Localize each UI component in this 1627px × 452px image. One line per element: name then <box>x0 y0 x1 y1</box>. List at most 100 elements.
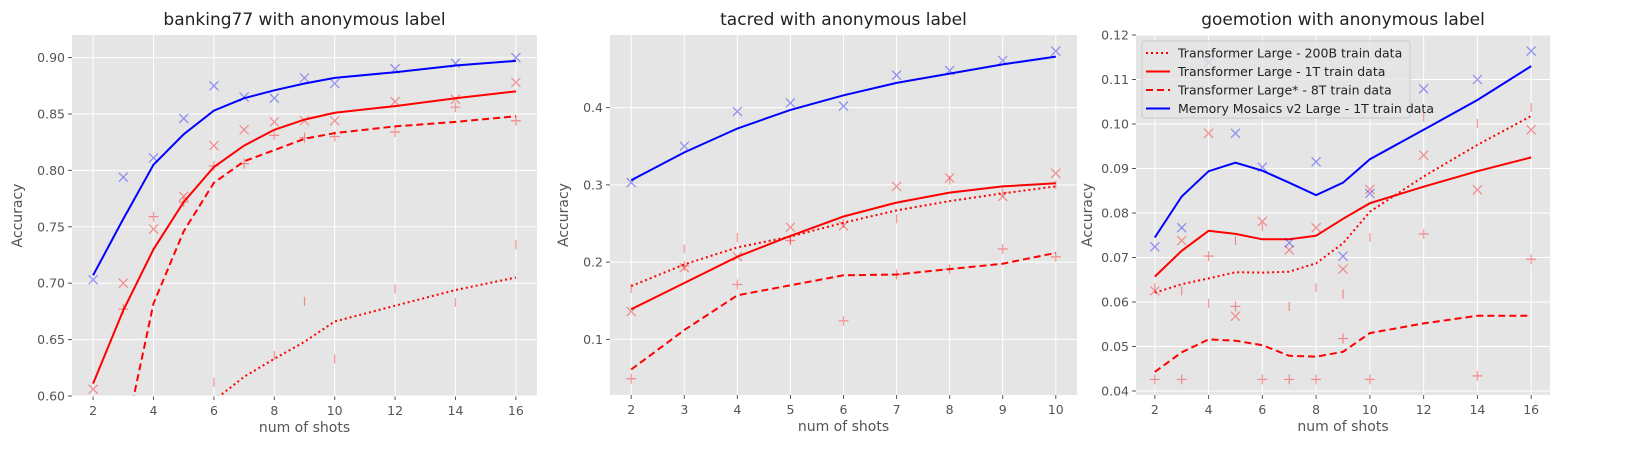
data-point-plus-marker <box>785 235 796 246</box>
data-point-x-marker <box>178 113 189 124</box>
y-tick-label: 0.07 <box>1101 250 1129 265</box>
series-2 <box>626 235 1061 384</box>
y-tick-label: 0.65 <box>37 332 65 347</box>
x-tick-label: 8 <box>1312 402 1320 417</box>
x-tick-label: 2 <box>1151 402 1159 417</box>
plot-content <box>88 52 521 396</box>
data-point-x-marker <box>450 94 461 105</box>
data-point-x-marker <box>944 172 955 183</box>
chart-3: 2 4 6 8 10 12 14 16 0.04 0.05 0.06 0.07 0.08 0.09 0.10… <box>1080 10 1550 435</box>
data-point-x-marker <box>118 278 129 289</box>
y-axis-label: Accuracy <box>10 184 26 248</box>
data-point-x-marker <box>1472 74 1483 85</box>
series-3 <box>1149 46 1537 262</box>
data-point-x-marker <box>510 77 521 88</box>
x-tick-label: 4 <box>1205 402 1213 417</box>
series-0 <box>630 175 1057 293</box>
x-tick-label: 3 <box>680 402 688 417</box>
x-tick-label: 2 <box>627 402 635 417</box>
data-point-plus-marker <box>269 130 280 141</box>
data-point-x-marker <box>1364 188 1375 199</box>
data-point-plus-marker <box>510 115 521 126</box>
data-point-x-marker <box>891 181 902 192</box>
y-tick-label: 0.05 <box>1101 339 1129 354</box>
data-point-x-marker <box>785 98 796 108</box>
data-point-x-marker <box>1257 216 1268 227</box>
data-point-plus-marker <box>1176 374 1187 385</box>
y-tick-label: 0.06 <box>1101 294 1129 309</box>
data-point-x-marker <box>88 384 99 395</box>
series-line <box>92 90 517 384</box>
series-3 <box>88 52 521 285</box>
data-point-plus-marker <box>1230 301 1241 312</box>
data-point-x-marker <box>1338 251 1348 262</box>
x-tick-label: 10 <box>327 403 343 418</box>
y-tick-label: 0.10 <box>1101 116 1129 131</box>
data-point-x-marker <box>1311 222 1322 233</box>
y-tick-label: 0.09 <box>1101 161 1129 176</box>
y-tick-label: 0.90 <box>37 50 65 65</box>
series-2 <box>118 102 521 396</box>
data-point-x-marker <box>269 93 280 104</box>
data-point-x-marker <box>1526 124 1537 135</box>
data-point-x-marker <box>997 191 1008 202</box>
series-3 <box>626 46 1061 188</box>
x-axis-label: num of shots <box>1297 419 1388 435</box>
data-point-x-marker <box>1230 128 1241 139</box>
x-tick-label: 16 <box>1523 402 1539 417</box>
data-point-plus-marker <box>1364 374 1375 385</box>
y-tick-label: 0.08 <box>1101 205 1129 220</box>
y-tick-label: 0.4 <box>583 100 603 115</box>
series-line <box>1153 65 1532 239</box>
data-point-plus-marker <box>390 127 401 138</box>
series-0 <box>213 240 517 396</box>
x-tick-label: 14 <box>1469 402 1485 417</box>
data-point-plus-marker <box>1418 228 1429 239</box>
data-point-plus-marker <box>148 211 159 222</box>
series-0 <box>1154 103 1532 311</box>
series-line <box>92 59 516 276</box>
y-axis-label: Accuracy <box>1080 183 1096 247</box>
series-line <box>1154 314 1532 373</box>
data-point-plus-marker <box>178 196 189 207</box>
data-point-plus-marker <box>626 373 637 384</box>
data-point-plus-marker <box>1338 333 1348 344</box>
x-tick-label: 6 <box>840 402 848 417</box>
legend-box <box>1141 40 1411 119</box>
chart-2: 2 3 4 5 6 7 8 9 10 0.1 0.2 0.3 0.4 tacred with anonym… <box>556 10 1077 435</box>
x-tick-label: 8 <box>270 403 278 418</box>
data-point-x-marker <box>1418 150 1429 161</box>
data-point-x-marker <box>208 140 219 151</box>
chart-1: 2 4 6 8 10 12 14 16 0.60 0.65 0.70 0.75 0.80 0.85 0.90… <box>10 10 537 436</box>
data-point-plus-marker <box>118 304 129 315</box>
chart-title: goemotion with anonymous label <box>1201 10 1485 30</box>
series-line <box>630 251 1056 371</box>
chart-title: tacred with anonymous label <box>720 10 967 30</box>
data-point-x-marker <box>1284 245 1295 255</box>
x-tick-label: 14 <box>448 403 464 418</box>
data-point-x-marker <box>329 115 340 126</box>
y-tick-label: 0.3 <box>583 177 603 192</box>
data-point-x-marker <box>1176 222 1187 233</box>
x-tick-label: 6 <box>1258 402 1266 417</box>
data-point-plus-marker <box>838 315 849 326</box>
x-axis-label: num of shots <box>798 419 889 435</box>
data-point-x-marker <box>118 172 129 183</box>
data-point-x-marker <box>1176 235 1187 246</box>
data-point-plus-marker <box>1526 254 1537 265</box>
data-point-plus-marker <box>1472 370 1483 381</box>
x-tick-label: 12 <box>1416 402 1432 417</box>
y-tick-label: 0.11 <box>1101 72 1129 87</box>
y-axis-label: Accuracy <box>556 183 572 247</box>
data-point-x-marker <box>838 101 849 111</box>
data-point-plus-marker <box>679 260 690 271</box>
x-tick-label: 16 <box>508 403 524 418</box>
data-point-x-marker <box>1284 237 1295 248</box>
data-point-x-marker <box>1418 83 1429 94</box>
series-line <box>630 182 1056 311</box>
x-tick-label: 7 <box>893 402 901 417</box>
legend-label: Transformer Large* - 8T train data <box>1177 83 1392 98</box>
x-tick-label: 4 <box>733 402 741 417</box>
x-tick-label: 5 <box>786 402 794 417</box>
x-tick-label: 12 <box>387 403 403 418</box>
